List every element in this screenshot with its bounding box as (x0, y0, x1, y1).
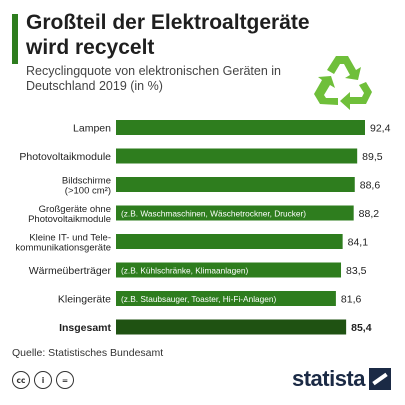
bar (116, 262, 342, 278)
value-label: 88,6 (360, 180, 381, 192)
bar-annotation: (z.B. Staubsauger, Toaster, Hi-Fi-Anlage… (121, 294, 276, 304)
bar-chart: Lampen 92,4 Photovoltaikmodule 89,5 Bildschi… (15, 120, 391, 335)
cc-nd-icon[interactable]: = (56, 371, 74, 389)
value-label: 83,5 (346, 265, 367, 277)
brand-name: statista (291, 366, 366, 391)
value-label: 88,2 (359, 208, 380, 220)
value-label: 81,6 (341, 294, 362, 306)
license-icons: cc i = (12, 371, 74, 389)
bar (116, 319, 347, 335)
category-label: Wärmeüberträger (29, 265, 112, 277)
bar (116, 177, 355, 192)
cc-icon[interactable]: cc (12, 371, 30, 389)
category-label: Photovoltaikmodule (19, 151, 111, 163)
brand-mark-icon (369, 368, 391, 390)
value-label: 89,5 (362, 151, 383, 163)
category-label: Großgeräte ohne Photovoltaikmodule (28, 204, 111, 225)
bar-annotation: (z.B. Waschmaschinen, Wäschetrockner, Dr… (121, 209, 306, 219)
category-label: Kleine IT- und Tele-kommunikationsgeräte (15, 233, 111, 254)
cc-by-icon[interactable]: i (34, 371, 52, 389)
category-label: Lampen (73, 123, 111, 135)
bar (116, 291, 336, 306)
chart-title: Großteil der Elektroaltgeräte wird recyc… (26, 11, 310, 59)
recycle-icon (314, 56, 372, 110)
bar (116, 205, 354, 221)
category-label: Insgesamt (59, 322, 111, 334)
bar (116, 234, 343, 249)
value-label: 92,4 (370, 123, 391, 135)
value-label: 85,4 (351, 322, 372, 334)
chart-subtitle: Recyclingquote von elektronischen Geräte… (26, 64, 282, 93)
bar (116, 120, 365, 135)
bar-annotation: (z.B. Kühlschränke, Klimaanlagen) (121, 266, 249, 276)
category-label: Bildschirme (>100 cm²) (62, 176, 111, 197)
category-label: Kleingeräte (58, 294, 111, 306)
statista-logo[interactable]: statista (292, 366, 391, 392)
source-note: Quelle: Statistisches Bundesamt (12, 347, 164, 359)
bar (116, 148, 358, 164)
value-label: 84,1 (348, 237, 369, 249)
title-accent-bar (12, 14, 18, 64)
